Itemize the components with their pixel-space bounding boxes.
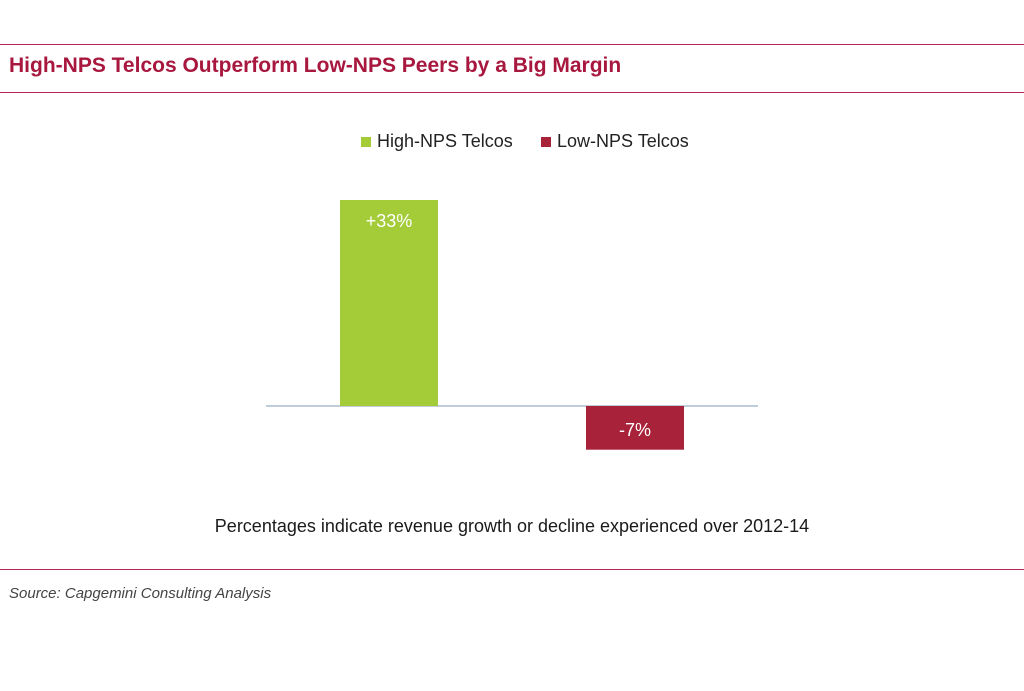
data-label-high-nps: +33% — [366, 211, 413, 231]
bar-high-nps — [340, 200, 438, 406]
legend-swatch-low — [541, 136, 551, 147]
title-rule — [0, 92, 1024, 93]
legend-label-low: Low-NPS Telcos — [557, 131, 689, 151]
source-note: Source: Capgemini Consulting Analysis — [9, 585, 272, 602]
bar-chart: +33% -7% — [266, 200, 758, 450]
legend: High-NPS Telcos Low-NPS Telcos — [0, 131, 1024, 157]
top-rule — [0, 44, 1024, 45]
legend-item-high: High-NPS Telcos — [361, 131, 513, 152]
bar-low-nps — [586, 406, 684, 450]
data-label-low-nps: -7% — [619, 420, 651, 440]
bottom-rule — [0, 569, 1024, 570]
legend-label-high: High-NPS Telcos — [377, 131, 513, 151]
chart-title: High-NPS Telcos Outperform Low-NPS Peers… — [9, 54, 622, 77]
legend-swatch-high — [361, 136, 371, 147]
chart-note: Percentages indicate revenue growth or d… — [214, 516, 810, 536]
legend-item-low: Low-NPS Telcos — [541, 131, 689, 152]
